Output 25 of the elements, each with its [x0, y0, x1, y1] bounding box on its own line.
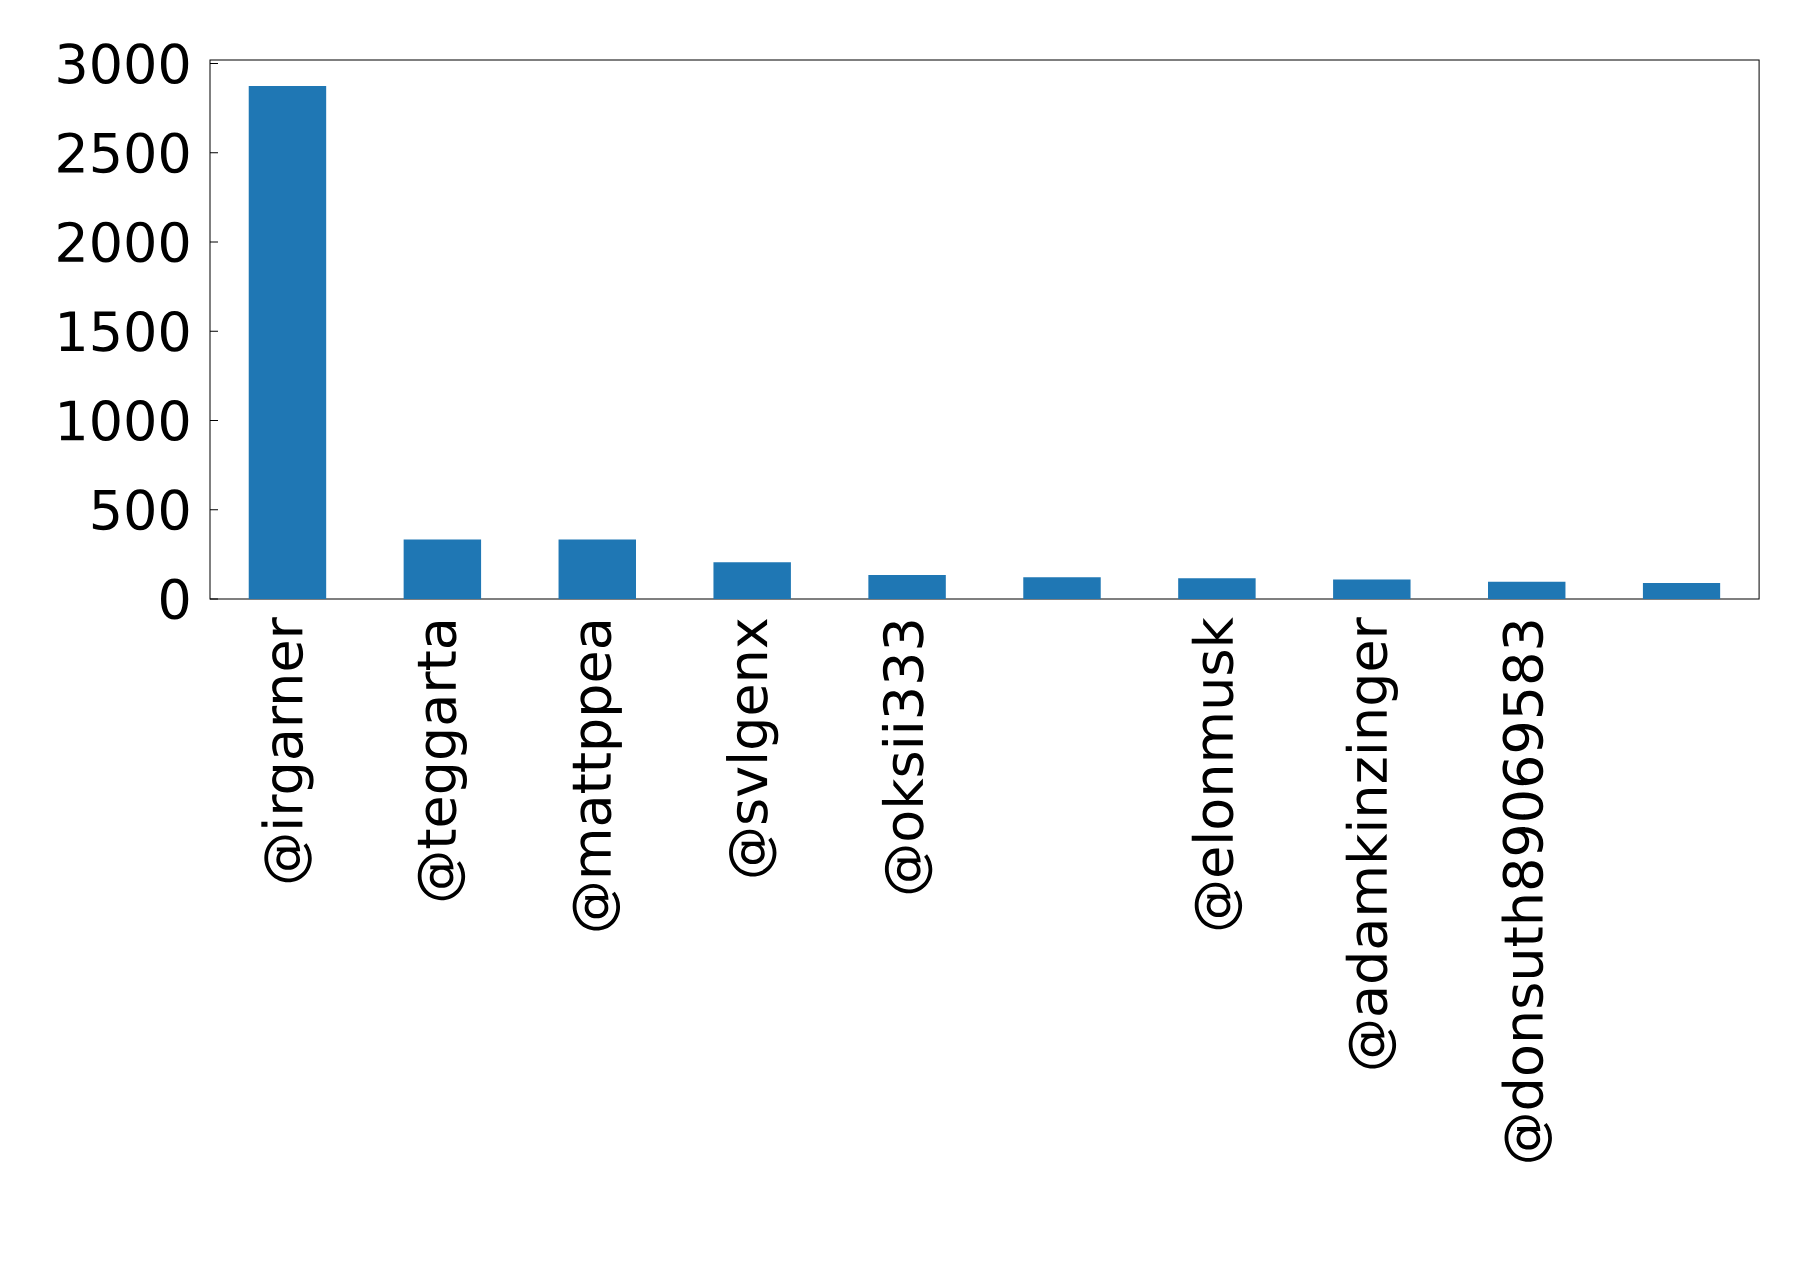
- y-tick-label: 500: [92, 489, 189, 531]
- bar: [558, 539, 636, 600]
- bar: [1023, 577, 1101, 600]
- bar: [248, 85, 327, 600]
- x-tick-label: @oksii333: [881, 621, 933, 894]
- x-tick-label: @elonmusk: [1191, 617, 1243, 930]
- x-tick-label: @donsuth89069583: [1501, 621, 1552, 1162]
- y-tick-label: 0: [161, 578, 189, 620]
- bar: [1333, 579, 1411, 600]
- x-tick-label: @adamkinzinger: [1345, 617, 1398, 1069]
- bar: [403, 539, 482, 600]
- bar: [713, 562, 791, 600]
- bar: [1642, 582, 1721, 600]
- x-tick-label: @mattppea: [572, 622, 622, 931]
- y-tick-label: 3000: [58, 43, 189, 84]
- y-tick-label: 2500: [58, 132, 189, 174]
- bar: [868, 574, 946, 600]
- y-tick-label: 1500: [60, 310, 189, 352]
- x-tick-label: @teggarta: [417, 622, 467, 901]
- y-tick-label: 1000: [60, 400, 189, 441]
- y-tick-label: 2000: [58, 221, 189, 263]
- x-tick-label: @irgarner: [261, 617, 314, 883]
- bar: [1178, 578, 1256, 600]
- x-tick-label: @svlgenx: [726, 618, 779, 877]
- bar: [1488, 581, 1566, 600]
